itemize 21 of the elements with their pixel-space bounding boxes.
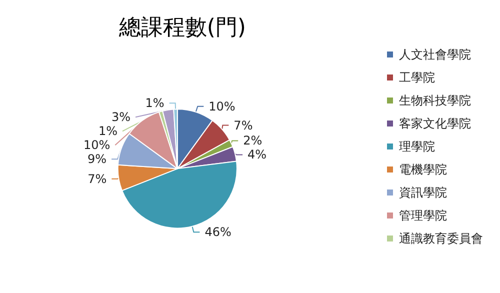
data-label: 3% xyxy=(111,110,131,124)
legend-label: 通識教育委員會 xyxy=(399,232,483,246)
legend-label: 理學院 xyxy=(399,140,435,154)
legend-label: 生物科技學院 xyxy=(399,94,471,108)
chart-title: 總課程數(門) xyxy=(118,16,246,40)
legend-label: 資訊學院 xyxy=(399,186,447,200)
data-label: 2% xyxy=(243,134,262,148)
legend-label: 電機學院 xyxy=(399,162,447,176)
data-label: 46% xyxy=(204,225,232,240)
legend-label: 管理學院 xyxy=(399,208,447,222)
data-label: 7% xyxy=(234,118,253,132)
data-label: 9% xyxy=(87,152,107,166)
data-label: 10% xyxy=(208,99,236,114)
data-label: 10% xyxy=(83,138,110,152)
legend-label: 人文社會學院 xyxy=(399,48,471,62)
data-label: 4% xyxy=(248,148,267,162)
data-label: 1% xyxy=(98,124,118,138)
legend-label: 客家文化學院 xyxy=(399,116,471,130)
data-label: 7% xyxy=(88,172,107,186)
legend-label: 工學院 xyxy=(399,70,435,84)
data-label: 1% xyxy=(145,96,164,110)
